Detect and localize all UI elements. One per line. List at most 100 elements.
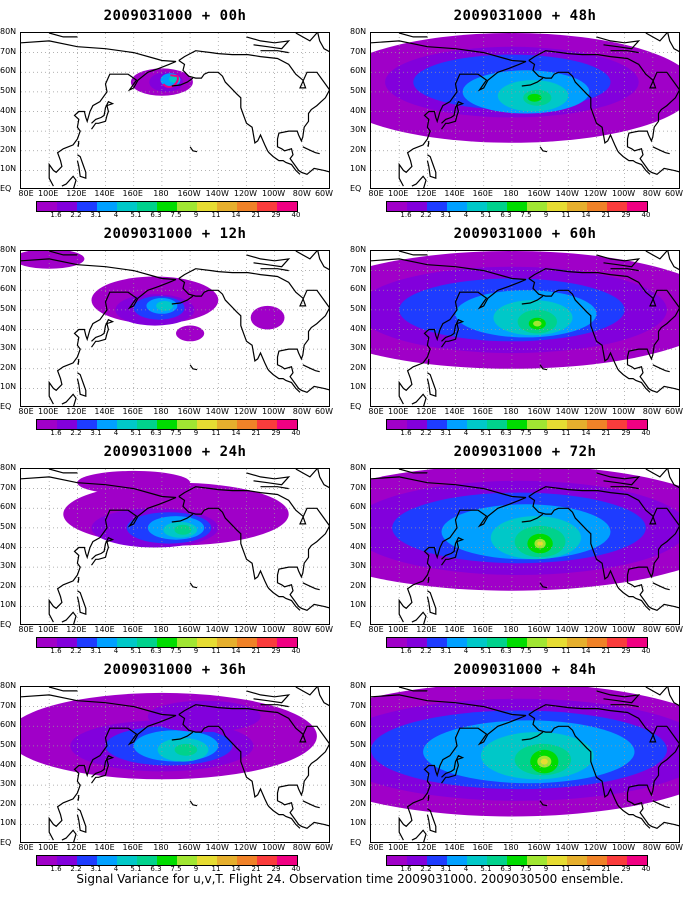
colorbar-label: 5.1: [480, 647, 492, 655]
map-panel-5: 2009031000 + 72h 80N 70N 60N 50N 40N 30N 20N 10N…: [350, 438, 700, 655]
lon-tick-label: 100W: [262, 407, 286, 416]
colorbar-swatch: [527, 856, 547, 865]
lat-tick-label: 70N: [0, 700, 17, 710]
lat-tick-label: 20N: [0, 362, 17, 372]
colorbar-swatch: [117, 856, 137, 865]
colorbar-label: 29: [621, 647, 631, 655]
colorbar-label: 6.3: [150, 429, 162, 437]
coastline: [302, 364, 320, 373]
coastline: [441, 100, 465, 130]
lat-tick-label: 40N: [0, 323, 17, 333]
coastline: [91, 318, 115, 348]
lon-tick-label: 160W: [177, 189, 201, 198]
coastline: [302, 800, 320, 809]
colorbar-swatch: [407, 856, 427, 865]
coastline: [189, 364, 198, 371]
colorbar-label: 9: [543, 865, 549, 873]
lat-tick-label: 50N: [350, 303, 367, 313]
colorbar-label: 4: [463, 865, 469, 873]
lon-tick-label: 100W: [262, 843, 286, 852]
colorbar-label: 14: [231, 647, 241, 655]
colorbar-swatch: [257, 202, 277, 211]
colorbar-swatch: [77, 856, 97, 865]
colorbar-label: 9: [193, 865, 199, 873]
colorbar-swatch: [217, 856, 237, 865]
colorbar-swatch: [177, 638, 197, 647]
panel-title: 2009031000 + 72h: [453, 444, 597, 460]
colorbar-label: 7.5: [520, 211, 532, 219]
lat-tick-label: 70N: [0, 264, 17, 274]
map-plot: [370, 686, 680, 843]
lon-tick-label: 160W: [527, 625, 551, 634]
coastline: [528, 50, 679, 175]
coastline: [295, 687, 318, 696]
coastline: [21, 258, 177, 405]
colorbar-label: 6.3: [500, 647, 512, 655]
colorbar-swatch: [37, 202, 57, 211]
lat-tick-label: 20N: [0, 144, 17, 154]
lat-tick-label: 60N: [350, 284, 367, 294]
colorbar-swatch: [567, 638, 587, 647]
lat-tick-label: 20N: [350, 144, 367, 154]
colorbar-label: 40: [291, 211, 301, 219]
colorbar-label: 40: [291, 865, 301, 873]
lat-tick-label: 10N: [350, 818, 367, 828]
lat-tick-label: 10N: [0, 382, 17, 392]
colorbar-label: 2.2: [70, 865, 82, 873]
lon-tick-label: 180: [153, 843, 169, 852]
lon-tick-label: 80W: [642, 625, 661, 634]
colorbar-label: 29: [621, 865, 631, 873]
lon-tick-label: 160E: [122, 407, 143, 416]
lon-tick-label: 160W: [527, 407, 551, 416]
lon-tick-label: 120W: [583, 189, 608, 198]
coastline: [426, 590, 437, 616]
colorbar-swatch: [277, 202, 297, 211]
colorbar-swatch: [277, 856, 297, 865]
coastline: [49, 687, 78, 692]
colorbar-label: 4: [463, 647, 469, 655]
colorbar-swatch: [137, 856, 157, 865]
colorbar-swatch: [587, 856, 607, 865]
lat-tick-label: EQ: [0, 402, 12, 411]
coastline: [91, 754, 115, 784]
lat-tick-label: 30N: [0, 779, 17, 789]
coastline: [178, 50, 329, 175]
figure-caption: Signal Variance for u,v,T. Flight 24. Ob…: [76, 872, 624, 886]
coastline: [246, 472, 291, 486]
colorbar-swatch: [77, 638, 97, 647]
colorbar-label: 11: [561, 211, 571, 219]
lat-tick-label: EQ: [350, 184, 362, 193]
colorbar-label: 21: [251, 865, 261, 873]
lat-tick-label: 80N: [350, 27, 367, 36]
lat-tick-label: 70N: [350, 264, 367, 274]
lon-tick-label: 140E: [94, 843, 115, 852]
coastline: [610, 704, 639, 708]
colorbar-label: 7.5: [170, 865, 182, 873]
coastline: [411, 829, 427, 842]
coastline: [171, 295, 194, 305]
lat-tick-label: 50N: [0, 739, 17, 749]
lon-tick-label: 120E: [416, 407, 437, 416]
lat-tick-label: 80N: [0, 245, 17, 254]
colorbar-label: 11: [211, 429, 221, 437]
colorbar-swatch: [627, 638, 647, 647]
colorbar-label: 5.1: [130, 211, 142, 219]
colorbar-label: 9: [543, 211, 549, 219]
colorbar-label: 5.1: [130, 647, 142, 655]
coastline: [61, 829, 77, 842]
coastline: [371, 694, 527, 841]
lat-tick-label: 70N: [350, 46, 367, 56]
colorbar-swatch: [237, 420, 257, 429]
lon-tick-label: 140W: [205, 625, 229, 634]
lon-tick-label: 120E: [416, 843, 437, 852]
lat-tick-label: 70N: [0, 46, 17, 56]
colorbar: [36, 201, 298, 212]
colorbar-label: 3.1: [440, 865, 452, 873]
panel-title: 2009031000 + 48h: [453, 8, 597, 24]
colorbar-label: 11: [211, 211, 221, 219]
lon-tick-label: 80E: [18, 843, 34, 852]
coastline: [441, 754, 465, 784]
map-plot: [370, 250, 680, 407]
colorbar-label: 14: [581, 211, 591, 219]
variance-contour: [174, 743, 198, 756]
